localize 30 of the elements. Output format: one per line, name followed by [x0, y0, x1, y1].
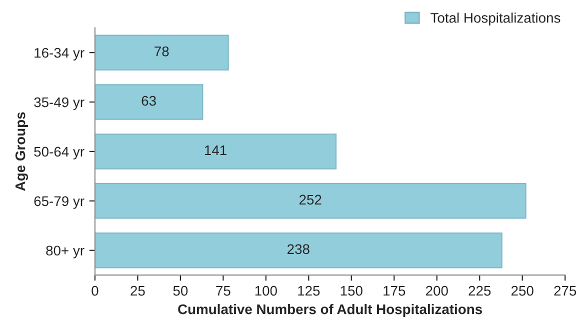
x-tick-label: 0 — [92, 286, 98, 296]
x-tick-label: 75 — [216, 286, 230, 296]
y-axis-title: Age Groups — [15, 112, 28, 191]
x-axis-title: Cumulative Numbers of Adult Hospitalizations — [178, 304, 482, 317]
x-tick-label: 25 — [130, 286, 145, 296]
data-label: 141 — [204, 146, 226, 156]
bar — [94, 34, 229, 70]
y-tick-label: 65-79 yr — [34, 196, 84, 209]
x-tick-label: 275 — [554, 286, 576, 296]
x-tick-label: 150 — [340, 286, 362, 296]
bar — [94, 84, 204, 120]
y-tick-label: 16-34 yr — [34, 48, 84, 60]
y-tick-label: 35-49 yr — [34, 97, 84, 110]
data-label: 63 — [142, 96, 156, 106]
legend-label: Total Hospitalizations — [430, 12, 560, 26]
bar — [94, 134, 337, 170]
bar — [94, 183, 526, 219]
y-tick-label: 80+ yr — [46, 246, 84, 258]
x-tick-label: 50 — [173, 286, 188, 296]
data-label: 238 — [288, 244, 310, 254]
y-tick-label: 50-64 yr — [34, 146, 84, 160]
bar — [94, 232, 502, 268]
x-tick-label: 125 — [298, 286, 320, 296]
data-label: 252 — [299, 194, 322, 205]
x-tick-label: 250 — [511, 286, 534, 296]
x-tick-label: 100 — [255, 286, 277, 296]
x-tick-label: 175 — [384, 286, 406, 296]
data-label: 78 — [154, 46, 169, 56]
x-tick-label: 200 — [426, 286, 448, 296]
x-tick-label: 225 — [468, 286, 491, 296]
